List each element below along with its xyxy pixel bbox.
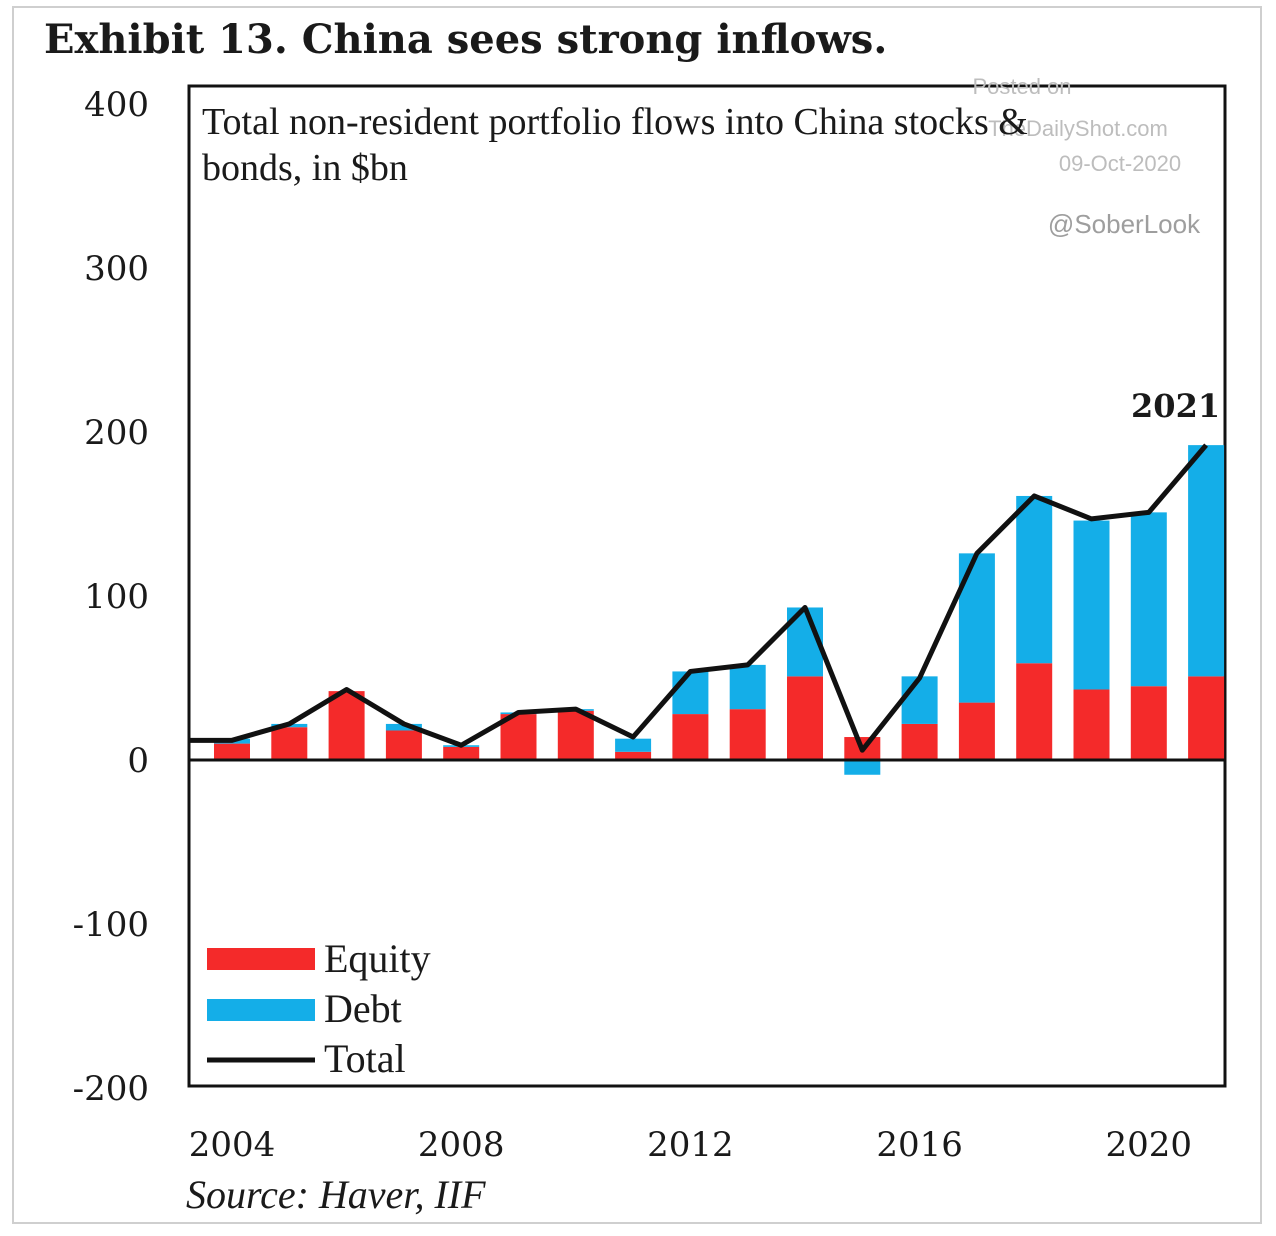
legend-equity-label: Equity bbox=[324, 936, 431, 981]
chart-subtitle-line-1: Total non-resident portfolio flows into … bbox=[202, 101, 1028, 143]
debt-bar-2021 bbox=[1188, 445, 1225, 677]
annotation-2021: 2021 bbox=[1131, 387, 1220, 425]
watermark-date: 09-Oct-2020 bbox=[1059, 151, 1181, 176]
y-tick-label: 400 bbox=[84, 85, 149, 125]
legend-debt-swatch bbox=[207, 999, 315, 1021]
source-note: Source: Haver, IIF bbox=[186, 1172, 486, 1217]
equity-bar-2021 bbox=[1188, 676, 1225, 760]
equity-bar-2019 bbox=[1073, 689, 1110, 760]
legend-debt-label: Debt bbox=[324, 986, 402, 1031]
legend-equity-swatch bbox=[207, 948, 315, 970]
x-tick-label: 2004 bbox=[189, 1125, 276, 1165]
debt-bar-2018 bbox=[1016, 495, 1053, 664]
equity-bar-2012 bbox=[672, 714, 709, 760]
equity-bar-2010 bbox=[557, 710, 594, 760]
watermark: Posted on TheDailyShot.com 09-Oct-2020 @… bbox=[972, 74, 1201, 239]
equity-bar-2005 bbox=[271, 727, 308, 760]
y-tick-label: -100 bbox=[73, 905, 149, 945]
chart-subtitle-line-2: bonds, in $bn bbox=[202, 147, 408, 189]
x-tick-label: 2012 bbox=[647, 1125, 734, 1165]
x-tick-label: 2020 bbox=[1106, 1125, 1193, 1165]
equity-bar-2007 bbox=[385, 730, 422, 760]
x-axis-ticks: 2004 2008 2012 2016 2020 bbox=[189, 1125, 1192, 1165]
x-tick-label: 2008 bbox=[418, 1125, 505, 1165]
equity-bar-2011 bbox=[615, 751, 652, 760]
chart-svg: Exhibit 13. China sees strong inflows. P… bbox=[44, 16, 1227, 1217]
equity-bar-2017 bbox=[958, 702, 995, 760]
watermark-posted-on: Posted on bbox=[972, 74, 1071, 99]
equity-bar-2020 bbox=[1130, 686, 1167, 760]
watermark-handle: @SoberLook bbox=[1048, 209, 1201, 239]
equity-bar-2008 bbox=[443, 746, 480, 760]
legend: Equity Debt Total bbox=[207, 936, 431, 1081]
equity-bar-2018 bbox=[1016, 663, 1053, 760]
debt-bar-2011 bbox=[615, 738, 652, 752]
debt-bar-2007 bbox=[385, 723, 422, 731]
plot-border bbox=[187, 84, 1227, 1088]
debt-bar-2013 bbox=[729, 664, 766, 710]
y-axis-ticks: 400 300 200 100 0 -100 -200 bbox=[73, 85, 149, 1109]
equity-bar-2013 bbox=[729, 709, 766, 760]
debt-bar-2016 bbox=[901, 676, 938, 724]
equity-bar-2004 bbox=[214, 743, 250, 760]
equity-bar-2006 bbox=[328, 691, 365, 760]
bars-group bbox=[214, 445, 1225, 775]
watermark-site: TheDailyShot.com bbox=[988, 116, 1168, 141]
debt-bar-2019 bbox=[1073, 520, 1110, 690]
debt-bar-2020 bbox=[1130, 512, 1167, 687]
y-tick-label: 100 bbox=[84, 577, 149, 617]
x-tick-label: 2016 bbox=[876, 1125, 963, 1165]
legend-total-label: Total bbox=[324, 1036, 406, 1081]
total-series-line bbox=[189, 443, 1209, 753]
y-tick-label: -200 bbox=[73, 1069, 149, 1109]
debt-bar-2012 bbox=[672, 671, 709, 715]
equity-bar-2014 bbox=[787, 676, 823, 760]
y-tick-label: 300 bbox=[84, 249, 149, 289]
chart-frame: Exhibit 13. China sees strong inflows. P… bbox=[12, 6, 1262, 1224]
y-tick-label: 0 bbox=[127, 741, 149, 781]
equity-bar-2016 bbox=[901, 723, 938, 760]
debt-bar-2015 bbox=[844, 760, 881, 775]
chart-title: Exhibit 13. China sees strong inflows. bbox=[44, 16, 887, 63]
y-tick-label: 200 bbox=[84, 413, 149, 453]
